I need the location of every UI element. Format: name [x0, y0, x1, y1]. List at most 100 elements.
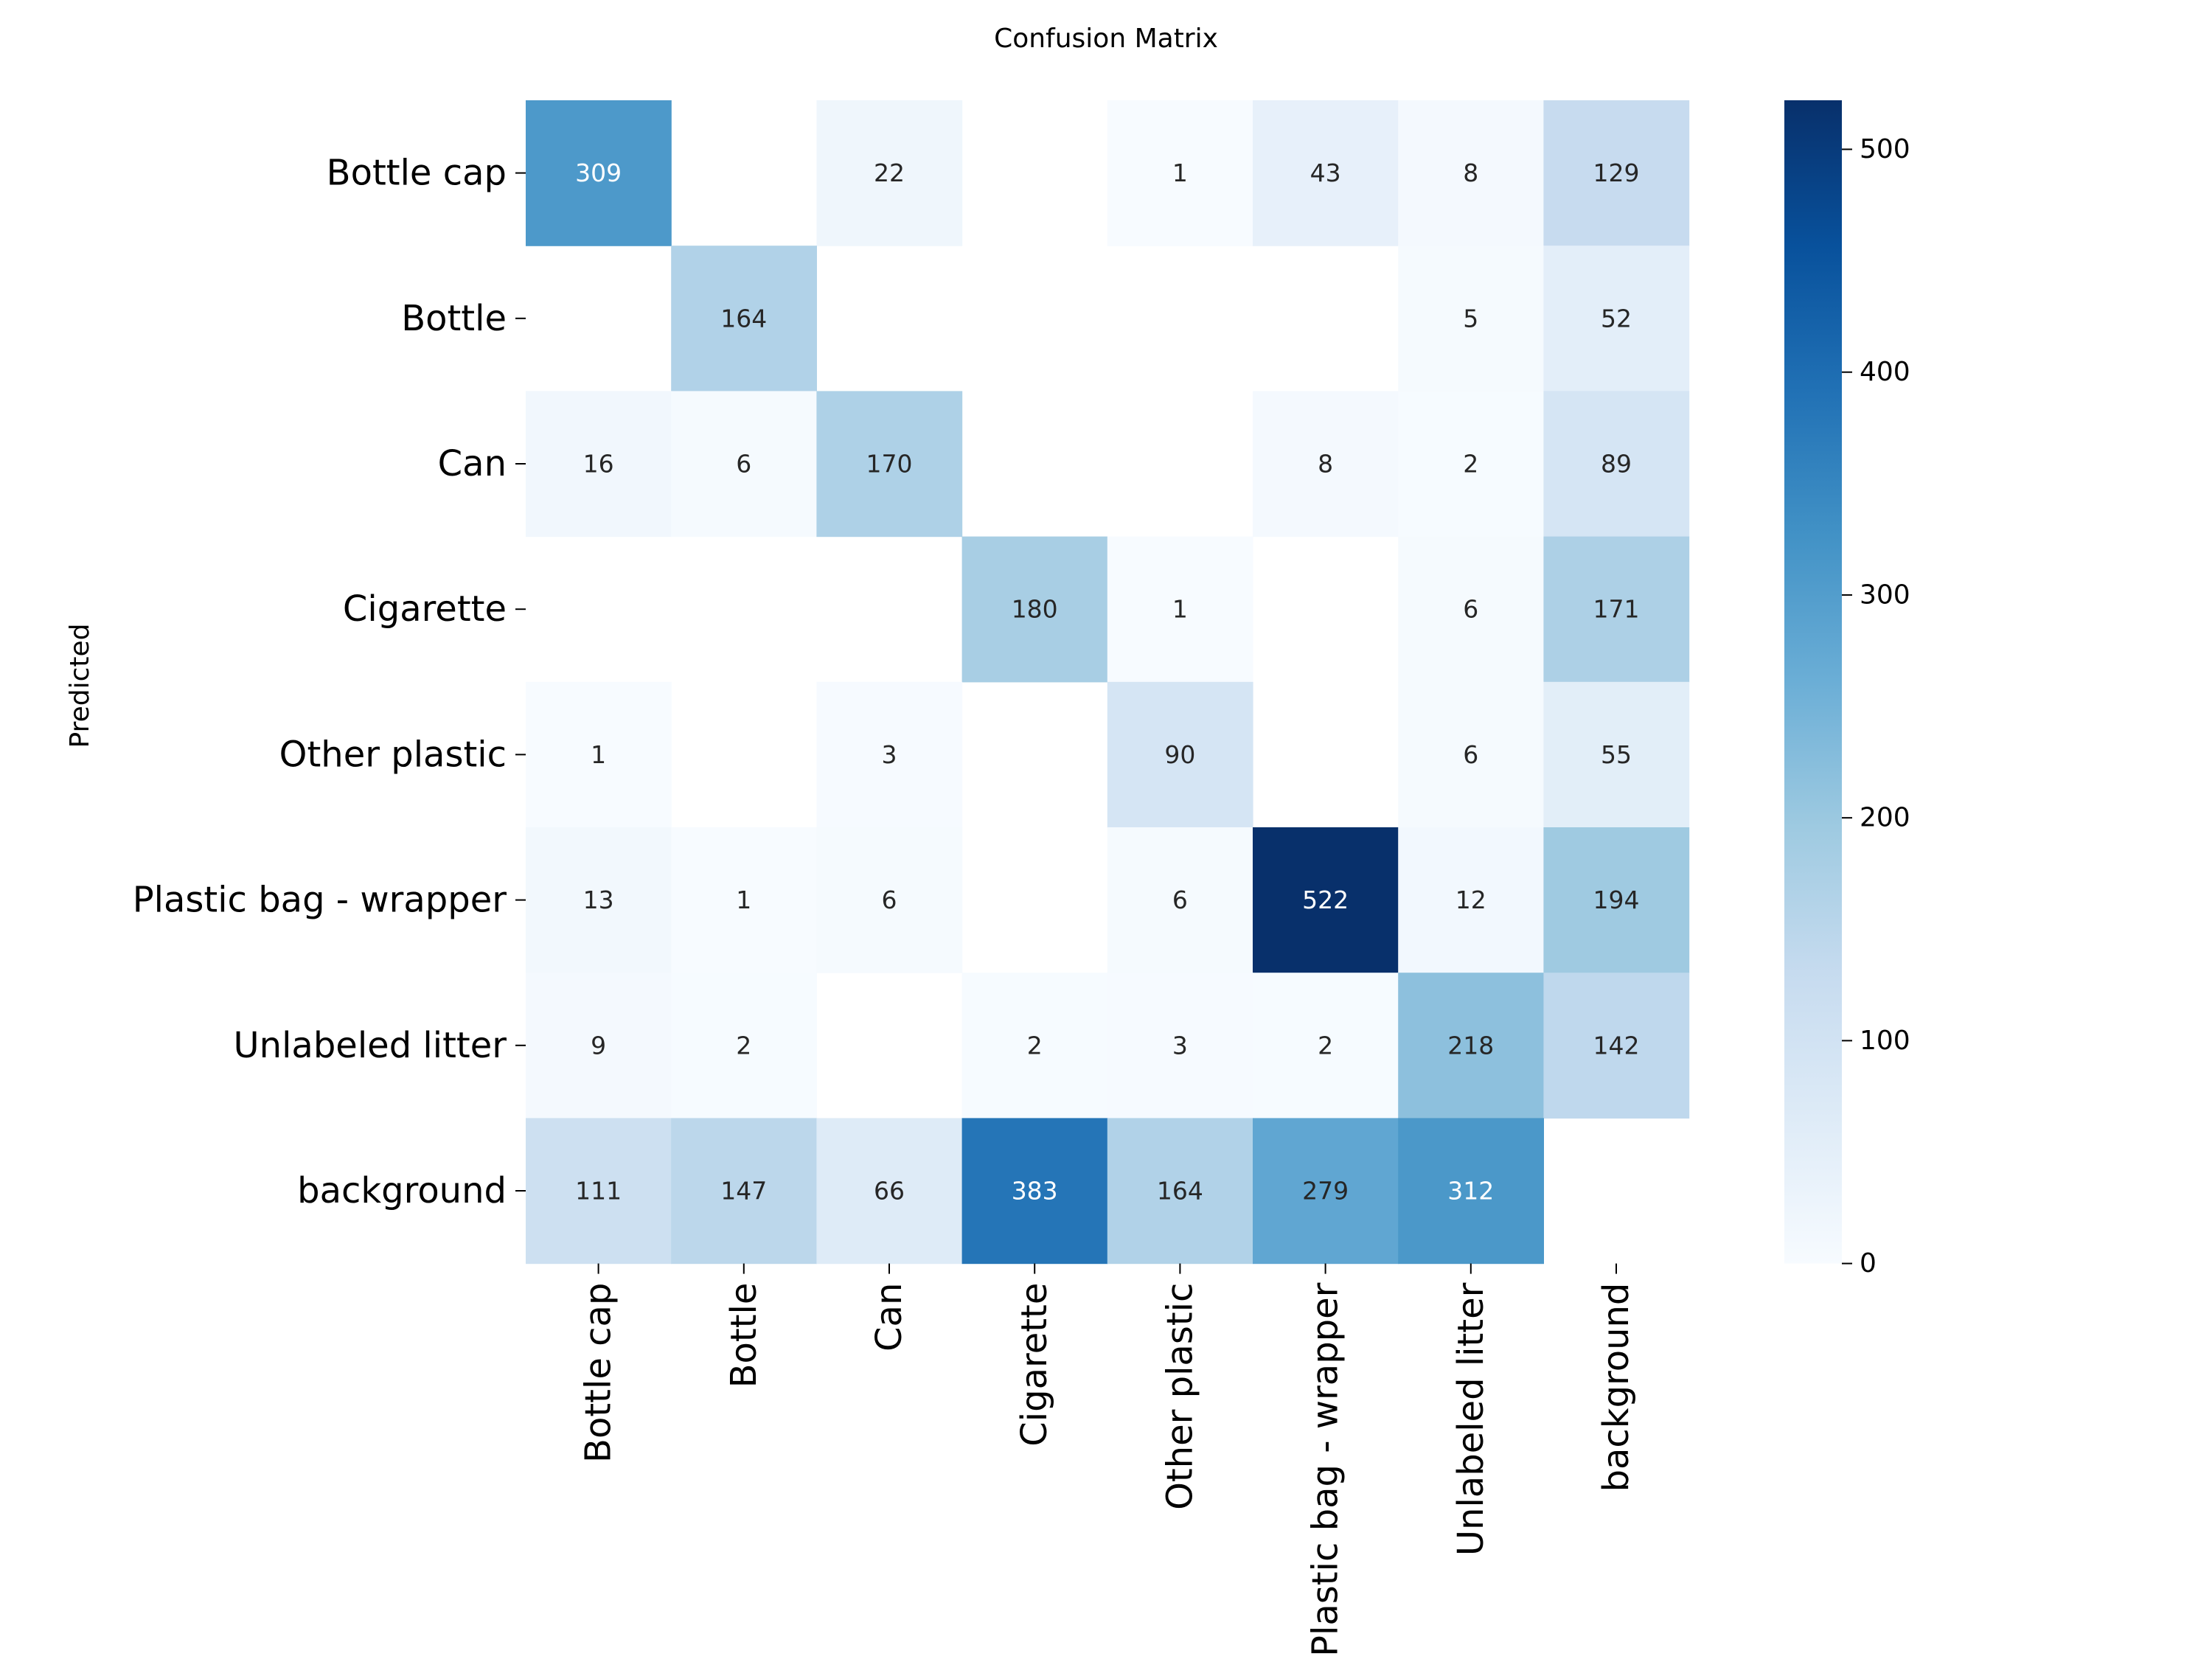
heatmap-cell: [1543, 681, 1690, 828]
heatmap-cell: [1543, 827, 1690, 973]
cell-value-label: 43: [1310, 159, 1341, 187]
row-tick-label: Cigarette: [343, 588, 507, 630]
cell-value-label: 1: [736, 886, 751, 914]
heatmap-cell: [1107, 100, 1253, 246]
colorbar-tick-label: 100: [1860, 1026, 1910, 1056]
cell-value-label: 180: [1012, 595, 1058, 624]
cell-value-label: 6: [736, 450, 751, 479]
column-tick-label: Bottle cap: [578, 1283, 619, 1463]
heatmap-cell: [816, 681, 963, 828]
colorbar-tick-label: 500: [1860, 134, 1910, 164]
heatmap-cell: [1398, 1118, 1544, 1265]
heatmap-cell: [816, 100, 963, 246]
cell-value-label: 171: [1593, 595, 1640, 624]
cell-value-label: 6: [882, 886, 897, 914]
colorbar-tick-label: 0: [1860, 1248, 1877, 1279]
cell-value-label: 66: [874, 1177, 905, 1206]
heatmap-cell: [961, 973, 1108, 1119]
heatmap-cell: [1543, 536, 1690, 683]
heatmap-cell: [1398, 827, 1544, 973]
cell-value-label: 129: [1593, 159, 1640, 187]
cell-value-label: 16: [583, 450, 614, 479]
cell-value-label: 147: [720, 1177, 767, 1206]
cell-value-label: 522: [1302, 886, 1349, 914]
cell-value-label: 8: [1463, 159, 1478, 187]
cell-value-label: 9: [591, 1031, 606, 1060]
row-tick-label: Can: [438, 443, 507, 484]
cell-value-label: 1: [1172, 595, 1188, 624]
cell-value-label: 13: [583, 886, 614, 914]
cell-value-label: 3: [1172, 1031, 1188, 1060]
colorbar-tick-label: 400: [1860, 357, 1910, 387]
heatmap-cell: [1543, 246, 1690, 392]
cell-value-label: 12: [1455, 886, 1486, 914]
heatmap-cell: [1398, 681, 1544, 828]
cell-value-label: 2: [1463, 450, 1478, 479]
heatmap-cell: [671, 246, 817, 392]
heatmap-cell: [816, 827, 963, 973]
heatmap-cell: [961, 1118, 1108, 1265]
heatmap-cell: [1253, 100, 1399, 246]
cell-value-label: 90: [1164, 740, 1195, 769]
cell-value-label: 22: [874, 159, 905, 187]
cell-value-label: 2: [736, 1031, 751, 1060]
row-tick-label: Bottle: [401, 298, 507, 339]
cell-value-label: 3: [882, 740, 897, 769]
heatmap-cell: [1543, 100, 1690, 246]
heatmap-cell: [1398, 391, 1544, 538]
cell-value-label: 6: [1463, 595, 1478, 624]
row-tick-label: Other plastic: [279, 734, 507, 775]
cell-value-label: 52: [1601, 304, 1632, 333]
cell-value-label: 1: [591, 740, 606, 769]
cell-value-label: 6: [1463, 740, 1478, 769]
cell-value-label: 111: [575, 1177, 622, 1206]
heatmap-cell: [816, 1118, 963, 1265]
column-tick-label: Cigarette: [1014, 1283, 1055, 1447]
cell-value-label: 142: [1593, 1031, 1640, 1060]
column-tick-label: Bottle: [723, 1283, 765, 1388]
row-tick-label: background: [297, 1170, 507, 1211]
heatmap-cell: [671, 391, 817, 538]
cell-value-label: 1: [1172, 159, 1188, 187]
column-tick-labels: Bottle cap Bottle Can Cigarette Other plasti…: [578, 1263, 1637, 1657]
cell-value-label: 309: [575, 159, 622, 187]
column-tick-label: Can: [869, 1283, 910, 1352]
heatmap-cell: [1253, 391, 1399, 538]
heatmap-cell: [1398, 246, 1544, 392]
heatmap-cell: [1107, 827, 1253, 973]
cell-value-label: 6: [1172, 886, 1188, 914]
heatmap-cell: [671, 973, 817, 1119]
heatmap-cell: [526, 681, 672, 828]
chart-title: Confusion Matrix: [994, 24, 1218, 54]
colorbar-gradient: [1784, 100, 1842, 1264]
row-tick-label: Plastic bag - wrapper: [133, 880, 507, 921]
heatmap-cell: [1543, 391, 1690, 538]
heatmap-cell: [1253, 827, 1399, 973]
heatmap-cell: [1253, 973, 1399, 1119]
column-tick-label: Other plastic: [1159, 1283, 1200, 1510]
colorbar: 0 100 200 300 400 500: [1784, 100, 1910, 1279]
cell-value-label: 218: [1447, 1031, 1494, 1060]
cell-value-label: 383: [1012, 1177, 1058, 1206]
heatmap-cell: [1107, 973, 1253, 1119]
heatmap-cell: [1107, 1118, 1253, 1265]
column-tick-label: background: [1596, 1283, 1637, 1492]
cell-value-label: 164: [720, 304, 767, 333]
heatmap-cell: [1398, 100, 1544, 246]
heatmap-cell: [1398, 536, 1544, 683]
cell-value-label: 2: [1027, 1031, 1043, 1060]
cell-value-label: 170: [866, 450, 913, 479]
row-tick-label: Bottle cap: [327, 153, 507, 194]
column-tick-label: Plastic bag - wrapper: [1305, 1282, 1346, 1657]
cell-value-label: 2: [1318, 1031, 1333, 1060]
cell-value-label: 194: [1593, 886, 1640, 914]
heatmap-cells: [526, 100, 1690, 1265]
heatmap-cell: [816, 391, 963, 538]
y-axis-label: Predicted: [65, 624, 95, 748]
heatmap-cell: [526, 100, 672, 246]
heatmap-cell: [671, 1118, 817, 1265]
heatmap-cell: [671, 827, 817, 973]
heatmap-cell: [1398, 973, 1544, 1119]
